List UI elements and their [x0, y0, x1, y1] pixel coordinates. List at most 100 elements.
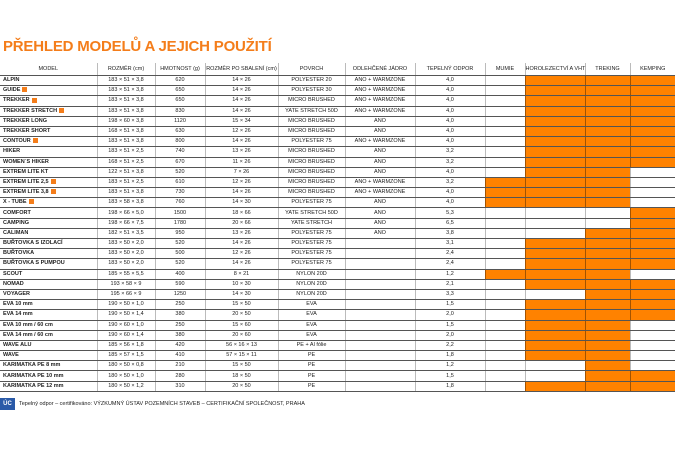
packed-cell: 20 × 50 — [204, 381, 278, 392]
core-cell: ANO + WARMZONE — [344, 95, 415, 107]
use-mumie-cell — [484, 146, 525, 158]
use-treking-cell — [584, 360, 630, 372]
use-horolezectvi-cell — [524, 350, 585, 362]
use-treking-cell — [584, 85, 630, 97]
use-horolezectvi-cell — [524, 95, 585, 107]
use-horolezectvi-cell — [524, 85, 585, 97]
size-cell: 190 × 60 × 1,0 — [96, 320, 155, 331]
r-cell: 4,0 — [414, 116, 485, 127]
table-row: EXTREM LITE 2,5 183 × 51 × 2,5 610 12 × 26 M… — [0, 177, 675, 189]
size-cell: 183 × 51 × 2,5 — [96, 146, 155, 158]
column-header: ROZMĚR PO SBALENÍ (cm) — [204, 63, 278, 76]
surface-cell: YATE STRETCH 50D — [277, 207, 345, 219]
use-mumie-cell — [484, 116, 525, 127]
packed-cell: 12 × 26 — [204, 248, 278, 260]
r-cell: 1,8 — [414, 381, 485, 392]
size-cell: 190 × 50 × 1,4 — [96, 309, 155, 321]
use-kemping-cell — [629, 218, 675, 229]
surface-cell: POLYESTER 75 — [277, 197, 345, 209]
use-horolezectvi-cell — [524, 218, 585, 229]
footer-note: Tepelný odpor – certifikováno: VÝZKUMNÝ … — [19, 401, 305, 407]
model-cell: CALIMAN — [0, 228, 97, 240]
size-cell: 183 × 51 × 3,8 — [96, 187, 155, 199]
use-kemping-cell — [629, 350, 675, 362]
r-cell: 1,5 — [414, 320, 485, 331]
use-mumie-cell — [484, 248, 525, 260]
surface-cell: MICRO BRUSHED — [277, 126, 345, 138]
core-cell: ANO + WARMZONE — [344, 187, 415, 199]
size-cell: 183 × 50 × 2,0 — [96, 258, 155, 270]
size-cell: 183 × 50 × 2,0 — [96, 238, 155, 250]
packed-cell: 13 × 26 — [204, 146, 278, 158]
r-cell: 2,2 — [414, 340, 485, 352]
table-row: WAVE 185 × 57 × 1,5 410 57 × 15 × 11 PE 1,8 — [0, 350, 675, 362]
use-horolezectvi-cell — [524, 136, 585, 148]
table-row: X - TUBE 183 × 58 × 3,8 760 14 × 30 POLYESTE… — [0, 197, 675, 209]
use-treking-cell — [584, 269, 630, 280]
column-header: MODEL — [0, 63, 97, 76]
core-cell: ANO + WARMZONE — [344, 85, 415, 97]
feature-badge-icon — [50, 189, 56, 195]
packed-cell: 14 × 26 — [204, 136, 278, 148]
model-cell: EXTREM LITE 2,5 — [0, 177, 97, 189]
model-name: KARIMATKA PE 12 mm — [3, 382, 64, 389]
surface-cell: MICRO BRUSHED — [277, 95, 345, 107]
surface-cell: MICRO BRUSHED — [277, 157, 345, 168]
surface-cell: MICRO BRUSHED — [277, 177, 345, 189]
model-cell: EVA 10 mm / 60 cm — [0, 320, 97, 331]
use-mumie-cell — [484, 75, 525, 87]
core-cell: ANO + WARMZONE — [344, 106, 415, 117]
core-cell: ANO — [344, 126, 415, 138]
size-cell: 183 × 51 × 3,8 — [96, 75, 155, 87]
weight-cell: 800 — [154, 136, 205, 148]
table-row: NOMAD 193 × 58 × 9 590 10 × 30 NYLON 20D 2,1 — [0, 279, 675, 290]
use-treking-cell — [584, 95, 630, 107]
use-horolezectvi-cell — [524, 187, 585, 199]
use-mumie-cell — [484, 320, 525, 331]
r-cell: 1,2 — [414, 360, 485, 372]
use-kemping-cell — [629, 248, 675, 260]
feature-badge-icon — [22, 87, 28, 93]
use-mumie-cell — [484, 340, 525, 352]
surface-cell: POLYESTER 75 — [277, 248, 345, 260]
packed-cell: 8 × 21 — [204, 269, 278, 280]
model-cell: GUIDE — [0, 85, 97, 97]
table-row: CALIMAN 182 × 51 × 3,5 950 13 × 26 POLYESTER… — [0, 228, 675, 240]
use-kemping-cell — [629, 238, 675, 250]
core-cell — [344, 299, 415, 311]
model-name: KARIMATKA PE 10 mm — [3, 372, 64, 379]
use-mumie-cell — [484, 289, 525, 301]
use-kemping-cell — [629, 360, 675, 372]
size-cell: 185 × 57 × 1,5 — [96, 350, 155, 362]
weight-cell: 1500 — [154, 207, 205, 219]
core-cell — [344, 258, 415, 270]
model-cell: EXTREM LITE 3,8 — [0, 187, 97, 199]
use-treking-cell — [584, 197, 630, 209]
size-cell: 180 × 50 × 0,8 — [96, 360, 155, 372]
use-treking-cell — [584, 350, 630, 362]
surface-cell: POLYESTER 75 — [277, 228, 345, 240]
surface-cell: YATE STRETCH — [277, 218, 345, 229]
table-row: TREKKER 183 × 51 × 3,8 650 14 × 26 MICRO BRU… — [0, 95, 675, 107]
model-name: CAMPING — [3, 219, 29, 226]
weight-cell: 630 — [154, 126, 205, 138]
r-cell: 5,3 — [414, 207, 485, 219]
model-name: EVA 14 mm — [3, 311, 33, 318]
packed-cell: 12 × 26 — [204, 177, 278, 189]
core-cell: ANO — [344, 146, 415, 158]
use-treking-cell — [584, 238, 630, 250]
packed-cell: 20 × 50 — [204, 309, 278, 321]
certification-logo: ÚC — [0, 398, 15, 410]
core-cell: ANO — [344, 207, 415, 219]
use-horolezectvi-cell — [524, 197, 585, 209]
model-name: TREKKER — [3, 97, 30, 104]
core-cell: ANO — [344, 167, 415, 178]
use-horolezectvi-cell — [524, 370, 585, 382]
size-cell: 190 × 50 × 1,0 — [96, 299, 155, 311]
use-mumie-cell — [484, 95, 525, 107]
r-cell: 4,0 — [414, 75, 485, 87]
use-horolezectvi-cell — [524, 238, 585, 250]
table-row: TREKKER SHORT 168 × 51 × 3,8 630 12 × 26 MIC… — [0, 126, 675, 138]
use-kemping-cell — [629, 197, 675, 209]
model-name: COMFORT — [3, 209, 31, 216]
